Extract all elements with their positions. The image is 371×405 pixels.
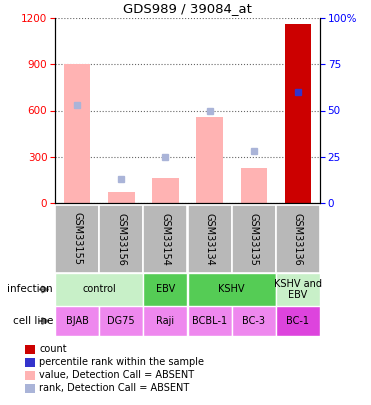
Bar (232, 205, 276, 273)
Bar (232, 306, 276, 336)
Bar (240, 168, 267, 203)
Title: GDS989 / 39084_at: GDS989 / 39084_at (123, 2, 252, 15)
Bar (55, 306, 99, 336)
Text: KSHV: KSHV (219, 284, 245, 294)
Text: rank, Detection Call = ABSENT: rank, Detection Call = ABSENT (39, 383, 189, 393)
Text: GSM33155: GSM33155 (72, 213, 82, 266)
Bar (143, 205, 187, 273)
Text: GSM33136: GSM33136 (293, 213, 303, 265)
Text: EBV: EBV (156, 284, 175, 294)
Text: GSM33135: GSM33135 (249, 213, 259, 265)
Bar (187, 205, 232, 273)
Bar (276, 205, 320, 273)
Bar (285, 24, 311, 203)
Text: GSM33154: GSM33154 (160, 213, 170, 265)
Bar (187, 273, 276, 306)
Bar (152, 178, 179, 203)
Text: percentile rank within the sample: percentile rank within the sample (39, 357, 204, 367)
Text: cell line: cell line (13, 316, 53, 326)
Bar (64, 64, 90, 203)
Bar (187, 306, 232, 336)
Text: GSM33156: GSM33156 (116, 213, 126, 265)
Bar (276, 273, 320, 306)
Bar (143, 273, 187, 306)
Bar (276, 306, 320, 336)
Text: BC-3: BC-3 (242, 316, 265, 326)
Bar (99, 205, 143, 273)
Text: BC-1: BC-1 (286, 316, 309, 326)
Bar (108, 192, 135, 203)
Bar (143, 306, 187, 336)
Text: BCBL-1: BCBL-1 (192, 316, 227, 326)
Bar (55, 205, 99, 273)
Text: Raji: Raji (156, 316, 174, 326)
Bar (55, 273, 143, 306)
Text: DG75: DG75 (108, 316, 135, 326)
Text: infection: infection (7, 284, 53, 294)
Text: value, Detection Call = ABSENT: value, Detection Call = ABSENT (39, 370, 194, 380)
Text: KSHV and
EBV: KSHV and EBV (274, 279, 322, 300)
Text: GSM33134: GSM33134 (204, 213, 214, 265)
Bar (99, 306, 143, 336)
Bar (196, 117, 223, 203)
Text: control: control (82, 284, 116, 294)
Text: BJAB: BJAB (66, 316, 89, 326)
Text: count: count (39, 344, 67, 354)
